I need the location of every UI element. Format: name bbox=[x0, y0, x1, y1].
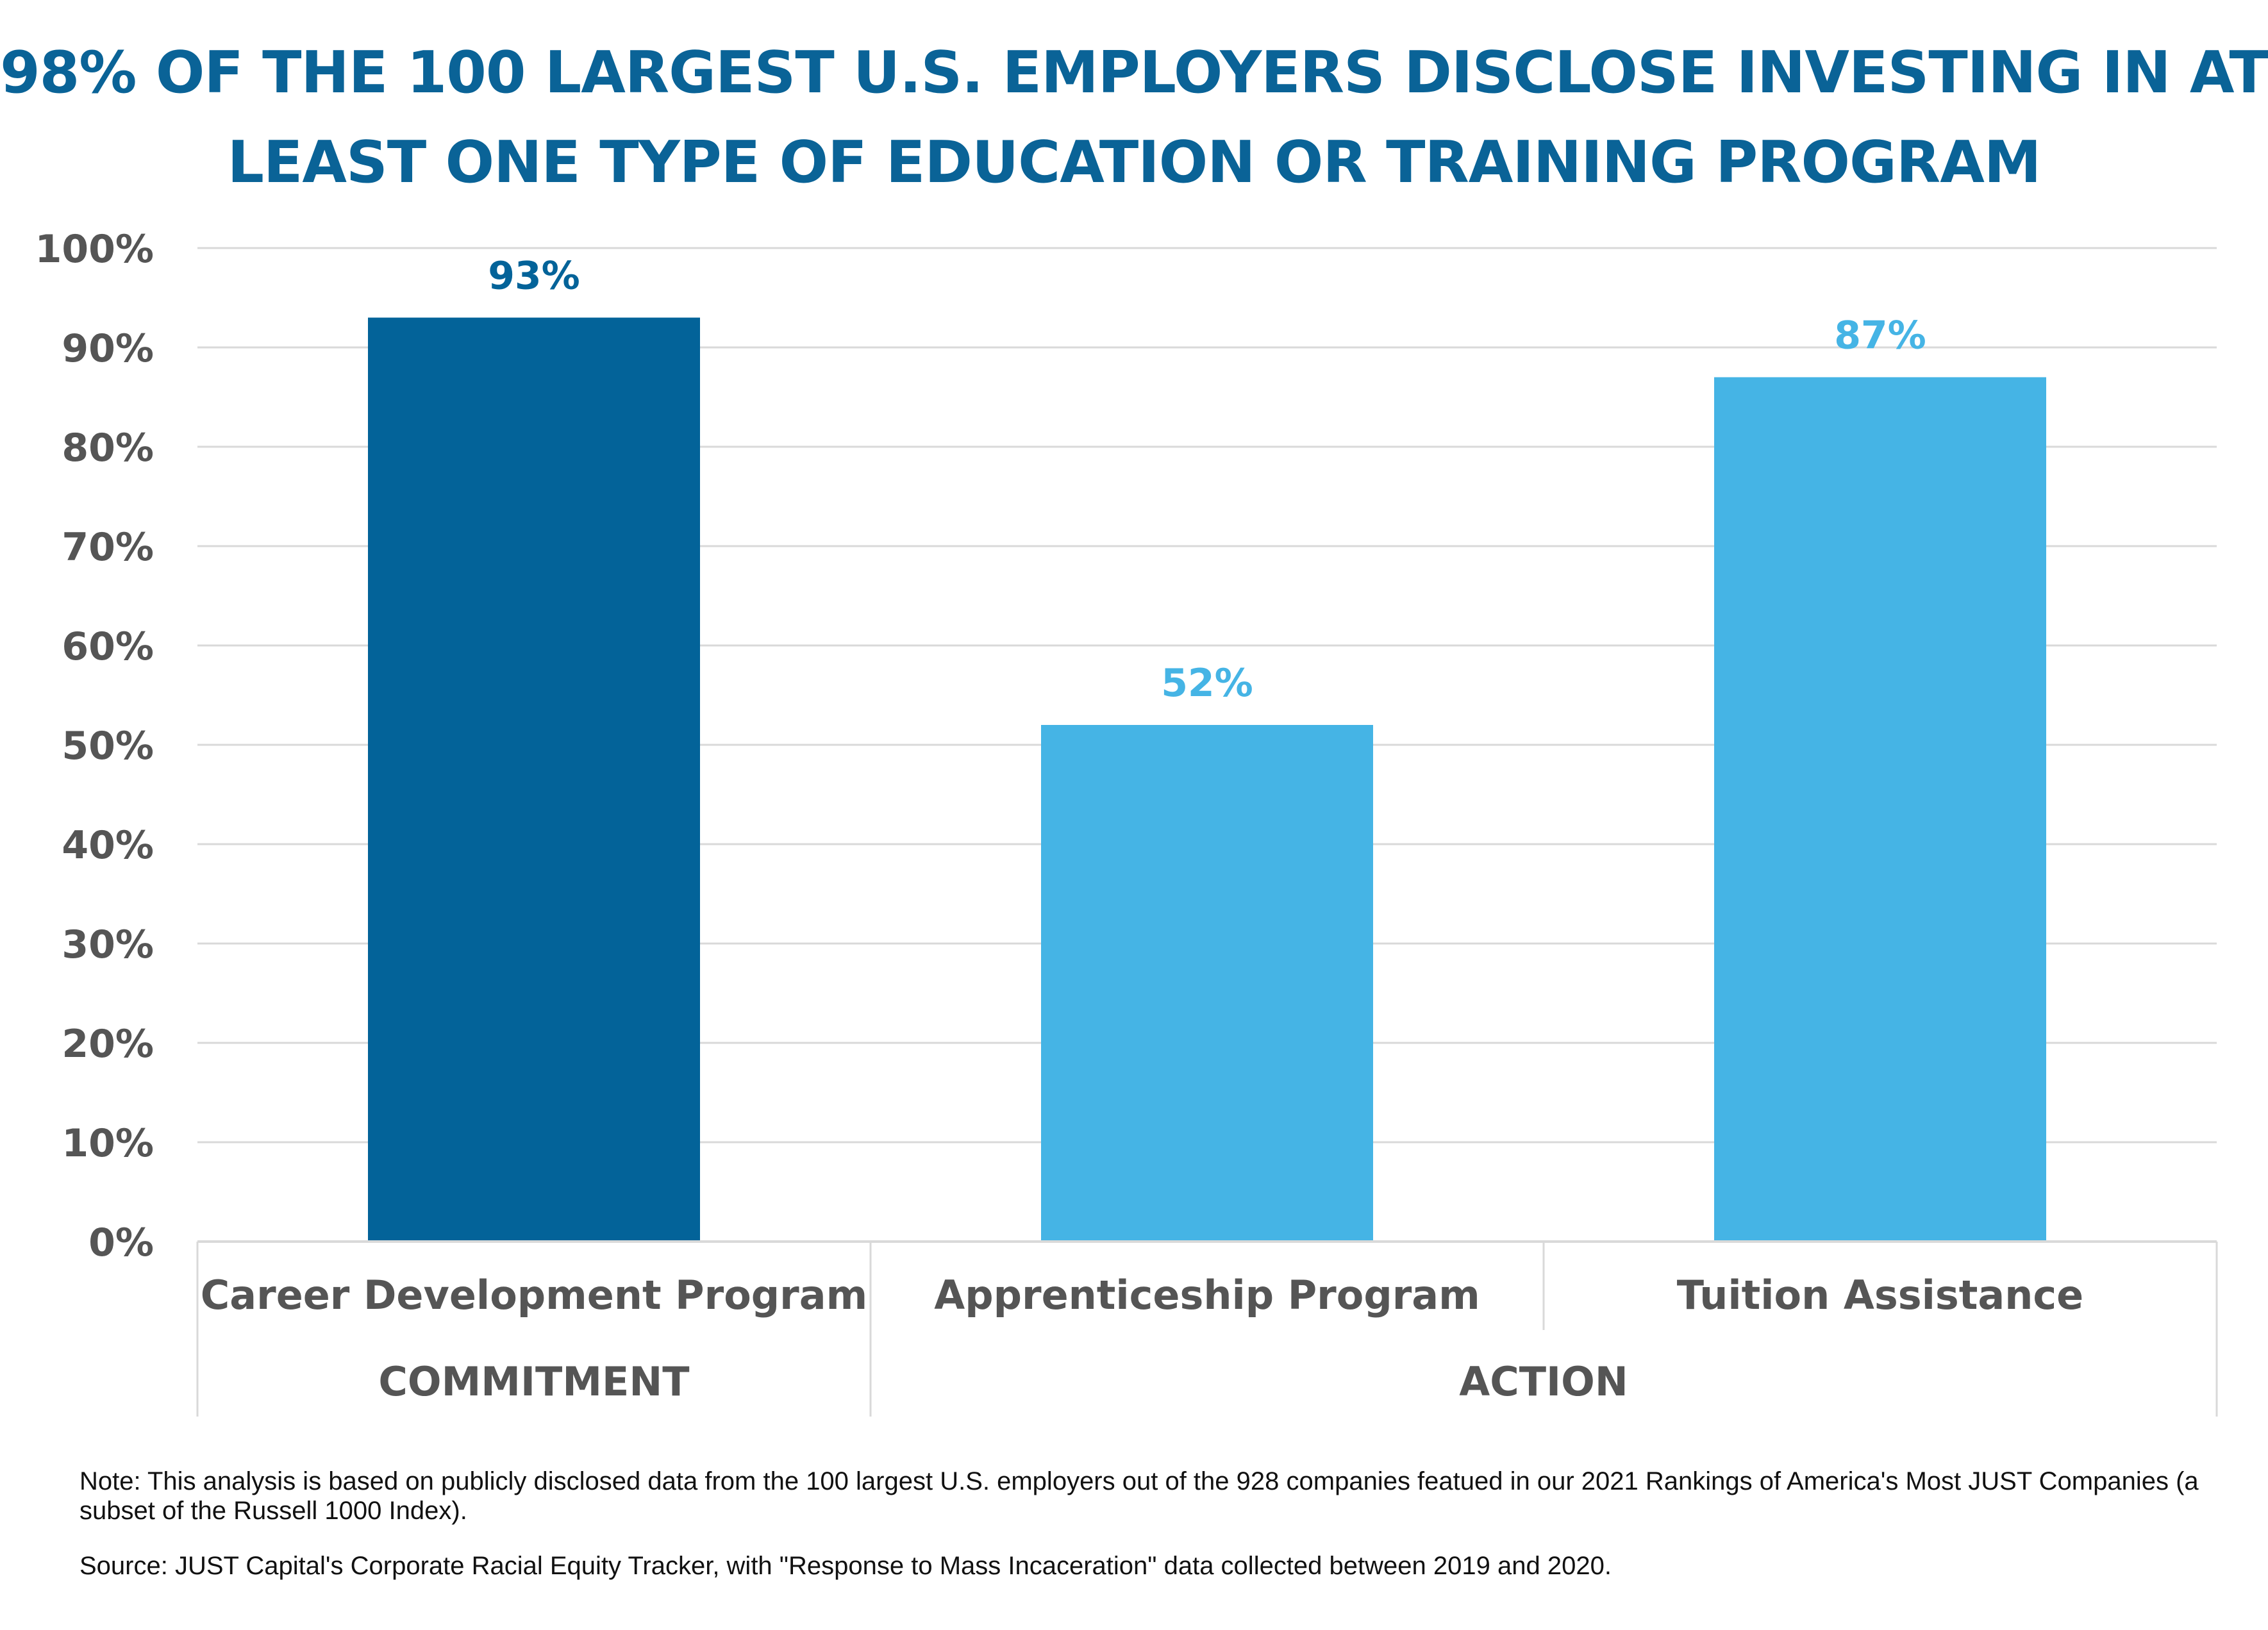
y-tick-label: 30% bbox=[62, 922, 154, 967]
x-axis: Career Development Program Apprenticeship… bbox=[196, 1240, 2218, 1417]
category-label: Career Development Program bbox=[201, 1272, 867, 1318]
source-key: Source: bbox=[79, 1552, 168, 1580]
chart-title-line-2: LEAST ONE TYPE OF EDUCATION OR TRAINING … bbox=[227, 129, 2042, 196]
group-label: ACTION bbox=[1459, 1358, 1628, 1405]
category-label: Apprenticeship Program bbox=[934, 1272, 1480, 1318]
value-label: 52% bbox=[1161, 661, 1253, 706]
bar-chart: 0% 10% 20% 30% 40% 50% 60% 70% 80% 90% 100% 93% 52%… bbox=[35, 227, 2218, 1417]
value-label: 87% bbox=[1834, 313, 1926, 358]
note-text: This analysis is based on publicly discl… bbox=[79, 1467, 2199, 1525]
y-axis-ticks: 0% 10% 20% 30% 40% 50% 60% 70% 80% 90% 100% bbox=[35, 227, 154, 1265]
note-key: Note: bbox=[79, 1467, 141, 1495]
y-tick-label: 50% bbox=[62, 724, 154, 769]
category-label: Tuition Assistance bbox=[1677, 1272, 2083, 1318]
chart-title: 98% OF THE 100 LARGEST U.S. EMPLOYERS DI… bbox=[0, 28, 2268, 208]
value-label: 93% bbox=[488, 254, 580, 299]
bar bbox=[1714, 377, 2046, 1242]
value-labels: 93% 52% 87% bbox=[488, 254, 1926, 706]
y-tick-label: 80% bbox=[62, 426, 154, 470]
y-tick-label: 40% bbox=[62, 823, 154, 868]
bar bbox=[368, 317, 700, 1242]
y-tick-label: 90% bbox=[62, 326, 154, 371]
y-tick-label: 60% bbox=[62, 624, 154, 669]
group-label: COMMITMENT bbox=[378, 1358, 689, 1405]
y-tick-label: 20% bbox=[62, 1022, 154, 1067]
chart-title-line-1: 98% OF THE 100 LARGEST U.S. EMPLOYERS DI… bbox=[0, 39, 2268, 106]
y-tick-label: 10% bbox=[62, 1121, 154, 1166]
source-paragraph: Source: JUST Capital's Corporate Racial … bbox=[79, 1551, 2214, 1581]
footnotes: Note: This analysis is based on publicly… bbox=[79, 1467, 2214, 1606]
source-text: JUST Capital's Corporate Racial Equity T… bbox=[167, 1552, 1612, 1580]
bar bbox=[1041, 725, 1373, 1242]
y-tick-label: 0% bbox=[88, 1220, 154, 1265]
y-tick-label: 100% bbox=[35, 227, 154, 272]
note-paragraph: Note: This analysis is based on publicly… bbox=[79, 1467, 2214, 1526]
y-tick-label: 70% bbox=[62, 525, 154, 570]
bars bbox=[368, 317, 2046, 1242]
